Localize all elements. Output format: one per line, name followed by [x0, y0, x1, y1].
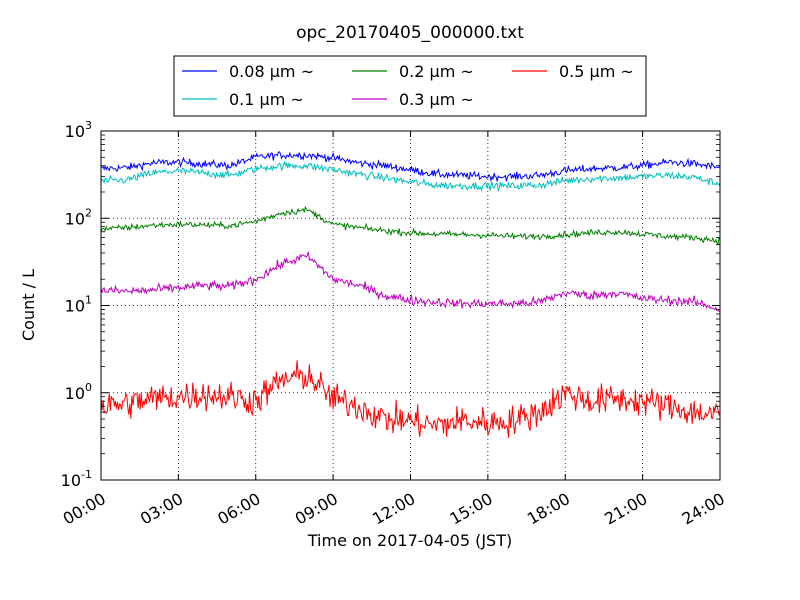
- legend-label-1: 0.08 μm ~: [229, 62, 314, 81]
- y-tick-label: 101: [65, 294, 92, 316]
- series-line-5: [100, 360, 721, 438]
- legend: 0.08 μm ~ 0.2 μm ~ 0.5 μm ~ 0.1 μm ~ 0.3 μm …: [173, 55, 647, 117]
- legend-label-2: 0.1 μm ~: [229, 90, 304, 109]
- legend-box: [173, 55, 647, 117]
- series-line-2: [100, 160, 721, 193]
- y-axis-label: Count / L: [19, 269, 38, 341]
- y-tick-label: 103: [65, 119, 92, 141]
- series-group: [100, 151, 721, 438]
- series-line-3: [100, 205, 721, 246]
- legend-label-5: 0.5 μm ~: [559, 62, 634, 81]
- series-line-1: [100, 151, 721, 183]
- y-tick-label: 10-1: [61, 468, 92, 490]
- series-line-4: [100, 251, 721, 312]
- x-axis-label: Time on 2017-04-05 (JST): [307, 531, 512, 550]
- y-tick-label: 100: [65, 381, 92, 403]
- legend-label-4: 0.3 μm ~: [399, 90, 474, 109]
- legend-label-3: 0.2 μm ~: [399, 62, 474, 81]
- y-tick-label: 102: [65, 206, 92, 228]
- chart-title: opc_20170405_000000.txt: [296, 23, 524, 43]
